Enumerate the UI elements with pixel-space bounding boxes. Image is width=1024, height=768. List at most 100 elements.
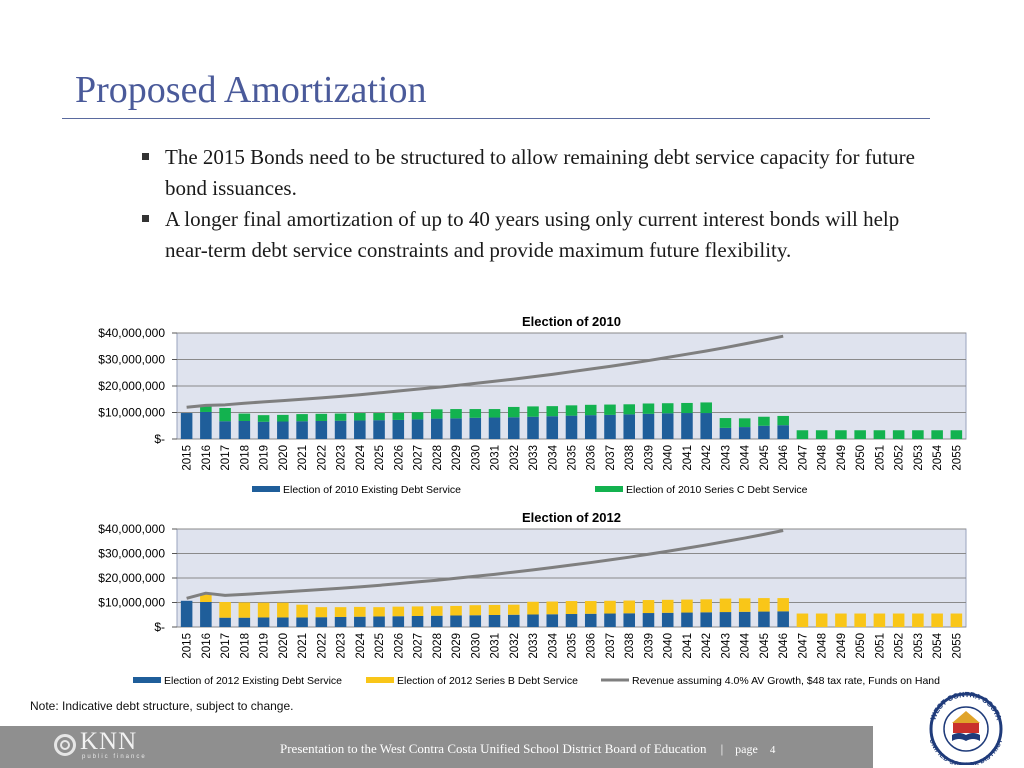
bar-existing-2020 xyxy=(277,617,289,627)
legend-label: Election of 2012 Series B Debt Service xyxy=(397,675,578,687)
bar-new-series-2049 xyxy=(835,613,847,627)
x-tick-label: 2019 xyxy=(259,445,271,471)
chart-election-2012: Election of 2012 $- $10,000,000 $20,000,000… xyxy=(98,510,967,687)
bar-existing-2015 xyxy=(180,413,193,439)
footer-caption: Presentation to the West Contra Costa Un… xyxy=(280,741,775,757)
bar-existing-2026 xyxy=(392,616,405,627)
bar-new-series-2021 xyxy=(296,414,308,422)
x-tick-label: 2031 xyxy=(490,633,502,659)
bar-new-series-2026 xyxy=(392,606,405,617)
legend-label: Election of 2010 Existing Debt Service xyxy=(283,484,461,496)
x-tick-label: 2021 xyxy=(297,445,309,471)
bar-existing-2041 xyxy=(681,413,693,439)
bar-existing-2036 xyxy=(584,415,597,439)
revenue-line xyxy=(186,334,784,409)
bar-new-series-2033 xyxy=(527,406,539,417)
bar-new-series-2046 xyxy=(777,598,789,612)
x-tick-label: 2041 xyxy=(682,633,694,659)
chart-election-2010: Election of 2010 $- $10,000,000 $20,000,000… xyxy=(98,314,967,496)
bar-new-series-2043 xyxy=(719,598,732,613)
bar-existing-2017 xyxy=(219,617,231,627)
x-tick-label: 2046 xyxy=(778,445,790,471)
legend-swatch xyxy=(366,677,394,683)
bar-existing-2035 xyxy=(565,614,578,627)
x-tick-label: 2021 xyxy=(297,633,309,659)
bar-new-series-2031 xyxy=(488,604,501,615)
bar-new-series-2030 xyxy=(469,409,482,418)
x-tick-label: 2034 xyxy=(547,632,559,658)
x-tick-label: 2047 xyxy=(797,633,809,659)
x-tick-label: 2045 xyxy=(759,445,771,471)
bar-existing-2029 xyxy=(450,418,462,439)
bar-existing-2046 xyxy=(777,425,789,439)
footer-page-number: 4 xyxy=(769,744,776,756)
bar-existing-2022 xyxy=(315,617,328,627)
bar-existing-2036 xyxy=(584,613,597,627)
x-tick-label: 2043 xyxy=(720,633,732,659)
y-tick-label: $40,000,000 xyxy=(98,522,165,536)
bar-new-series-2041 xyxy=(681,599,693,613)
bar-new-series-2035 xyxy=(565,601,578,615)
footer-bar: KNN public finance Presentation to the W… xyxy=(0,726,873,768)
district-seal-logo: WEST CONTRA COSTA UNIFIED SCHOOL DISTRIC… xyxy=(928,690,1004,765)
bar-existing-2031 xyxy=(488,417,501,439)
bar-new-series-2020 xyxy=(277,414,289,422)
y-tick-label: $10,000,000 xyxy=(98,406,165,420)
x-tick-label: 2040 xyxy=(663,445,675,471)
bar-new-series-2050 xyxy=(854,613,866,627)
bar-new-series-2031 xyxy=(488,409,501,418)
x-tick-label: 2022 xyxy=(316,633,328,659)
page-title: Proposed Amortization xyxy=(75,69,427,111)
bar-existing-2030 xyxy=(469,615,482,627)
x-tick-label: 2035 xyxy=(567,445,579,471)
bar-existing-2028 xyxy=(431,418,443,439)
x-tick-label: 2055 xyxy=(951,633,963,659)
bar-existing-2029 xyxy=(450,615,462,627)
legend-swatch xyxy=(133,677,161,683)
legend-swatch xyxy=(252,486,280,492)
x-tick-label: 2027 xyxy=(413,445,425,471)
x-tick-label: 2030 xyxy=(470,633,482,659)
bar-new-series-2040 xyxy=(661,599,674,613)
x-tick-label: 2054 xyxy=(932,632,944,658)
bar-new-series-2021 xyxy=(296,604,308,618)
bar-existing-2042 xyxy=(700,612,712,627)
x-tick-label: 2043 xyxy=(720,445,732,471)
x-tick-label: 2018 xyxy=(239,445,251,471)
bar-new-series-2035 xyxy=(565,405,578,416)
bar-existing-2019 xyxy=(257,617,270,627)
bar-existing-2033 xyxy=(527,614,539,627)
knn-logo: KNN public finance xyxy=(54,728,174,762)
x-tick-label: 2024 xyxy=(355,444,367,470)
bar-existing-2043 xyxy=(719,612,732,627)
bar-new-series-2020 xyxy=(277,602,289,618)
x-tick-label: 2044 xyxy=(740,444,752,470)
bar-new-series-2032 xyxy=(507,604,520,615)
bar-new-series-2041 xyxy=(681,402,693,414)
bar-new-series-2040 xyxy=(661,403,674,414)
x-tick-label: 2047 xyxy=(797,445,809,471)
bar-new-series-2034 xyxy=(546,601,559,615)
bar-new-series-2046 xyxy=(777,415,789,426)
x-tick-label: 2049 xyxy=(836,633,848,659)
bar-new-series-2016 xyxy=(200,405,212,412)
logo-subtitle: public finance xyxy=(82,754,147,760)
legend-label: Election of 2010 Series C Debt Service xyxy=(626,484,808,496)
y-tick-label: $20,000,000 xyxy=(98,379,165,393)
bar-new-series-2028 xyxy=(431,409,443,419)
x-tick-label: 2018 xyxy=(239,633,251,659)
bar-existing-2046 xyxy=(777,611,789,627)
x-tick-label: 2036 xyxy=(586,445,598,471)
bar-existing-2017 xyxy=(219,421,231,439)
bar-new-series-2055 xyxy=(950,430,963,439)
bar-new-series-2055 xyxy=(950,613,963,627)
x-tick-label: 2029 xyxy=(451,633,463,659)
bar-existing-2040 xyxy=(661,413,674,439)
bar-existing-2026 xyxy=(392,419,405,439)
x-tick-label: 2046 xyxy=(778,633,790,659)
x-tick-label: 2026 xyxy=(393,633,405,659)
bar-new-series-2032 xyxy=(507,406,520,418)
bar-new-series-2050 xyxy=(854,430,866,439)
bar-new-series-2048 xyxy=(815,613,828,627)
bar-existing-2039 xyxy=(642,613,655,627)
